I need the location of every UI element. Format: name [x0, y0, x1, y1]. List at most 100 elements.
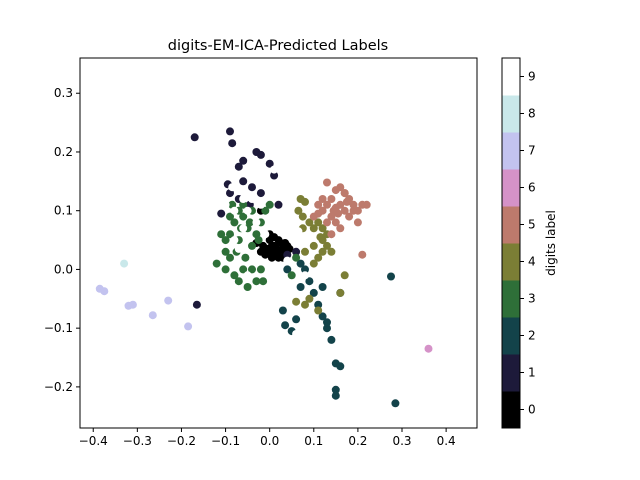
data-point-label-3 — [221, 247, 230, 256]
x-tick-label: 0.3 — [392, 434, 411, 448]
data-point-label-2 — [309, 288, 318, 297]
colorbar-segment-3 — [502, 280, 520, 318]
data-point-label-9 — [270, 165, 279, 174]
y-axis: −0.2 −0.1 0.0 0.1 0.2 0.3 — [44, 86, 80, 394]
data-point-label-5 — [323, 178, 331, 187]
data-point-label-1 — [190, 133, 199, 142]
data-point-label-2 — [327, 335, 336, 344]
x-tick-label: −0.2 — [167, 434, 196, 448]
colorbar-tick-label: 7 — [528, 144, 536, 158]
x-tick-label: 0.2 — [348, 434, 367, 448]
data-point-label-5 — [336, 183, 345, 192]
data-point-label-7 — [100, 287, 109, 296]
data-point-label-2 — [331, 385, 340, 394]
data-point-label-4 — [318, 247, 327, 256]
data-point-label-7 — [128, 300, 137, 309]
data-point-label-1 — [274, 200, 283, 209]
data-point-label-5 — [327, 195, 336, 203]
data-point-label-5 — [327, 230, 336, 239]
x-axis: −0.4 −0.3 −0.2 −0.1 0.0 0.1 0.2 0.3 0.4 — [79, 428, 456, 448]
colorbar-segment-4 — [502, 243, 520, 281]
data-point-label-2 — [387, 272, 395, 281]
data-point-label-4 — [314, 253, 323, 262]
data-point-label-1 — [270, 171, 279, 180]
data-point-label-1 — [228, 139, 237, 148]
data-point-label-3 — [226, 253, 234, 262]
data-point-label-4 — [314, 218, 323, 227]
data-point-label-4 — [314, 306, 323, 315]
colorbar-tick-label: 2 — [528, 329, 536, 343]
data-point-label-3 — [292, 253, 301, 262]
data-point-label-5 — [329, 206, 338, 215]
x-tick-label: 0.1 — [304, 434, 323, 448]
data-point-label-2 — [296, 259, 305, 268]
data-point-label-5 — [314, 200, 323, 209]
data-point-label-9 — [239, 224, 248, 233]
data-point-label-4 — [309, 241, 318, 250]
data-point-label-9 — [226, 294, 234, 303]
colorbar-tick-label: 4 — [528, 255, 536, 269]
colorbar-segment-0 — [502, 391, 520, 429]
data-point-label-2 — [281, 321, 290, 330]
data-point-label-9 — [301, 271, 309, 280]
data-point-label-1 — [239, 177, 248, 186]
data-point-label-2 — [314, 300, 323, 309]
data-point-label-0 — [281, 239, 290, 247]
data-point-label-3 — [243, 283, 252, 291]
data-point-label-9 — [217, 195, 226, 203]
data-point-label-1 — [217, 209, 226, 218]
data-point-label-2 — [391, 399, 400, 408]
colorbar-tick-label: 6 — [528, 181, 536, 195]
data-point-label-9 — [228, 183, 237, 192]
data-point-label-3 — [265, 200, 274, 209]
data-point-label-3 — [239, 200, 248, 209]
data-point-label-4 — [316, 233, 325, 242]
data-point-label-5 — [318, 195, 327, 203]
data-point-label-9 — [230, 236, 239, 245]
colorbar: 0 1 2 3 4 5 6 7 8 9 — [501, 57, 536, 429]
data-point-label-2 — [301, 265, 309, 274]
data-point-label-5 — [336, 200, 345, 209]
data-point-label-4 — [305, 218, 314, 227]
data-point-label-4 — [301, 300, 309, 309]
plot-frame — [79, 57, 478, 429]
colorbar-segment-1 — [502, 354, 520, 392]
data-point-label-4 — [323, 241, 331, 250]
data-point-label-3 — [256, 265, 265, 274]
data-point-label-9 — [283, 256, 292, 265]
data-point-label-9 — [234, 244, 243, 253]
data-point-label-7 — [164, 296, 173, 305]
data-point-label-5 — [309, 212, 318, 221]
colorbar-tick-label: 0 — [528, 403, 536, 417]
data-point-label-3 — [261, 206, 270, 215]
data-point-label-2 — [331, 391, 340, 400]
data-point-label-9 — [294, 227, 303, 236]
data-point-label-9 — [239, 195, 248, 203]
colorbar-label: digits label — [544, 210, 558, 276]
data-point-label-5 — [336, 224, 345, 233]
data-point-label-2 — [283, 265, 292, 274]
data-point-label-4 — [298, 212, 307, 221]
data-point-label-0 — [274, 236, 283, 245]
data-point-label-3 — [221, 236, 230, 245]
data-point-label-5 — [342, 197, 351, 206]
scatter-points — [95, 127, 433, 408]
data-point-label-7 — [148, 311, 157, 320]
data-point-label-1 — [265, 159, 274, 168]
y-tick-label: 0.2 — [54, 145, 73, 159]
data-point-label-1 — [226, 127, 234, 136]
data-point-label-0 — [267, 253, 276, 262]
x-tick-label: 0.0 — [260, 434, 279, 448]
data-point-label-2 — [305, 277, 314, 286]
colorbar-tick-label: 1 — [528, 366, 536, 380]
data-point-label-1 — [256, 189, 265, 198]
data-point-label-6 — [424, 344, 433, 353]
y-tick-label: −0.2 — [44, 380, 73, 394]
data-point-label-9 — [265, 183, 274, 192]
data-point-label-3 — [234, 277, 243, 286]
data-point-label-4 — [294, 206, 303, 215]
data-point-label-3 — [241, 253, 250, 262]
data-point-label-5 — [349, 206, 358, 215]
data-point-label-4 — [327, 247, 336, 256]
data-point-label-1 — [256, 150, 265, 159]
